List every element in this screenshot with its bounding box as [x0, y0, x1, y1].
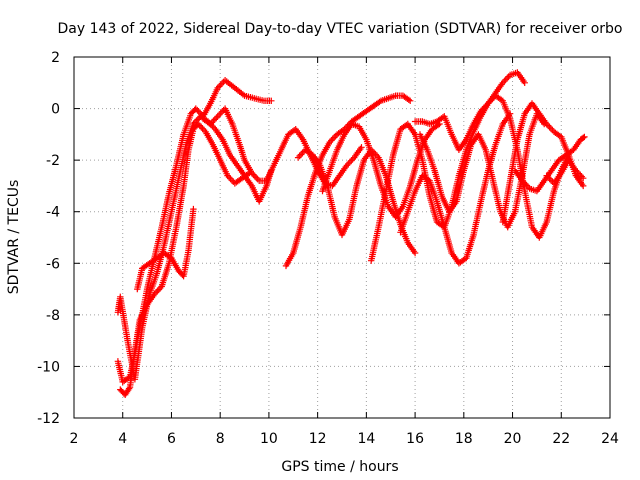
- point-markers: [114, 113, 275, 383]
- y-axis-label: SDTVAR / TECUs: [6, 180, 22, 295]
- y-tick-label: -8: [46, 308, 60, 324]
- series-track-f: [282, 92, 414, 270]
- point-markers: [294, 146, 419, 257]
- x-tick-label: 2: [70, 431, 79, 447]
- y-tick-label: -2: [46, 153, 60, 169]
- series-track-o: [543, 156, 587, 187]
- grid-lines: [74, 57, 610, 418]
- x-tick-label: 20: [504, 431, 522, 447]
- y-tick-label: -4: [46, 205, 60, 221]
- series-track-c: [117, 120, 253, 398]
- x-tick-label: 6: [167, 431, 176, 447]
- point-markers: [411, 92, 572, 241]
- y-tick-labels: -12 -10 -8 -6 -4 -2 0 2: [37, 50, 60, 427]
- y-tick-label: 0: [51, 102, 60, 118]
- x-tick-label: 24: [601, 431, 619, 447]
- point-markers: [282, 92, 414, 270]
- y-tick-label: -12: [37, 411, 60, 427]
- series-track-b: [114, 113, 275, 383]
- x-tick-label: 4: [118, 431, 127, 447]
- x-axis-label: GPS time / hours: [281, 459, 398, 475]
- series-track-k: [416, 110, 548, 231]
- x-tick-label: 12: [309, 431, 327, 447]
- point-markers: [117, 120, 253, 398]
- x-tick-labels: 2 4 6 8 10 12 14 16 18 20 22 24: [70, 431, 619, 447]
- axis-ticks: [73, 56, 611, 419]
- x-tick-label: 22: [552, 431, 570, 447]
- y-tick-label: 2: [51, 50, 60, 66]
- data-markers: [114, 69, 588, 398]
- point-markers: [416, 110, 548, 231]
- x-tick-label: 14: [357, 431, 375, 447]
- series-track-l: [411, 92, 572, 241]
- series-track-g: [294, 146, 419, 257]
- y-tick-label: -10: [37, 359, 60, 375]
- x-tick-label: 8: [216, 431, 225, 447]
- series-track-d: [134, 205, 197, 293]
- chart-title: Day 143 of 2022, Sidereal Day-to-day VTE…: [58, 21, 623, 37]
- point-markers: [134, 205, 197, 293]
- x-tick-label: 16: [406, 431, 424, 447]
- point-markers: [397, 110, 514, 267]
- point-markers: [543, 156, 587, 187]
- series-track-j: [397, 110, 514, 267]
- plot-frame: [73, 56, 611, 419]
- x-tick-label: 18: [455, 431, 473, 447]
- y-tick-label: -6: [46, 256, 60, 272]
- x-tick-label: 10: [260, 431, 278, 447]
